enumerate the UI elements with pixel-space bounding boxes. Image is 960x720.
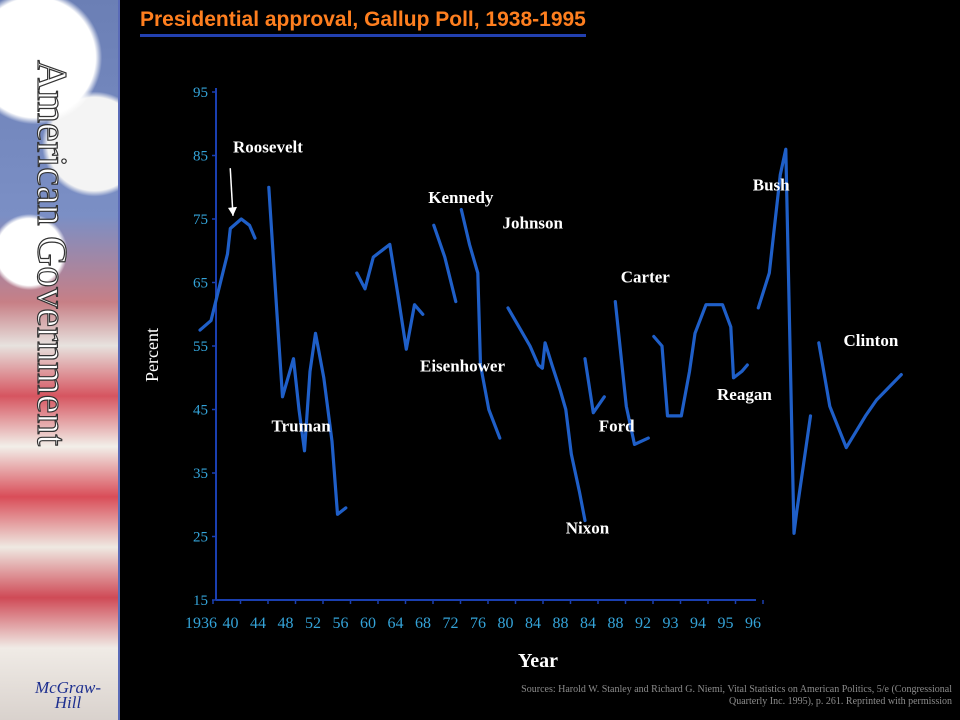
series-line-johnson — [459, 207, 502, 440]
x-tick-label: 84 — [580, 615, 596, 632]
x-tick-label: 1936 — [185, 615, 217, 632]
president-label: Truman — [272, 417, 332, 436]
page-title: Presidential approval, Gallup Poll, 1938… — [140, 6, 586, 37]
x-tick-label: 95 — [718, 615, 734, 632]
y-tick-label: 45 — [193, 403, 208, 419]
publisher-logo: McGraw- Hill — [28, 678, 108, 712]
sidebar-title: American Government — [0, 0, 118, 720]
series-line-reagan — [652, 303, 749, 418]
x-tick-label: 52 — [305, 615, 321, 632]
y-tick-label: 75 — [193, 212, 208, 228]
president-label: Roosevelt — [233, 137, 303, 156]
series-line-roosevelt — [198, 217, 257, 332]
president-label: Bush — [753, 175, 790, 194]
x-tick-label: 40 — [223, 615, 239, 632]
slide-main: 95 85 75 65 55 45 35 25 15 1936 40 44 48 52 56 60 64 68 72… — [118, 0, 960, 720]
series-line-clinton — [817, 341, 903, 450]
x-tick-label: 72 — [443, 615, 459, 632]
x-axis-title: Year — [518, 650, 558, 672]
president-label: Clinton — [844, 331, 899, 350]
series-line-bush — [756, 147, 813, 535]
series-line-eisenhower — [355, 242, 425, 351]
sidebar-title-text: American Government — [28, 60, 74, 446]
y-tick-label: 65 — [193, 276, 208, 292]
president-label: Kennedy — [428, 188, 494, 207]
y-tick-label: 55 — [193, 339, 208, 355]
x-tick-label: 92 — [635, 615, 651, 632]
series-line-ford — [583, 357, 606, 415]
y-tick-label: 95 — [193, 85, 208, 101]
series-line-carter — [613, 300, 650, 446]
y-tick-label: 15 — [193, 593, 208, 609]
publisher-line-2: Hill — [54, 693, 82, 712]
x-tick-label: 88 — [553, 615, 569, 632]
x-tick-label: 56 — [333, 615, 349, 632]
x-tick-label: 93 — [663, 615, 679, 632]
y-axis-title: Percent — [142, 328, 162, 382]
sources-note: Sources: Harold W. Stanley and Richard G… — [521, 684, 952, 707]
x-tick-label: 76 — [470, 615, 486, 632]
x-tick-label: 68 — [415, 615, 431, 632]
series-line-nixon — [506, 306, 587, 523]
y-tick-label: 35 — [193, 466, 208, 482]
series-line-truman — [267, 185, 348, 516]
y-tick-label: 85 — [193, 149, 208, 165]
x-tick-label: 64 — [388, 615, 404, 632]
president-label: Johnson — [503, 214, 564, 233]
x-tick-label: 84 — [525, 615, 541, 632]
series-line-kennedy — [432, 223, 458, 304]
publisher-line-1: McGraw- — [34, 678, 102, 697]
x-tick-label: 44 — [250, 615, 266, 632]
x-tick-label: 96 — [745, 615, 761, 632]
x-tick-label: 60 — [360, 615, 376, 632]
x-tick-label: 48 — [278, 615, 294, 632]
x-tick-label: 94 — [690, 615, 706, 632]
president-label: Ford — [599, 417, 635, 436]
x-tick-label: 80 — [498, 615, 514, 632]
president-label: Nixon — [566, 518, 610, 537]
sidebar-decoration: American Government McGraw- Hill — [0, 0, 118, 720]
x-tick-label: 88 — [608, 615, 624, 632]
y-tick-label: 25 — [193, 530, 208, 546]
approval-chart: 95 85 75 65 55 45 35 25 15 1936 40 44 48 52 56 60 64 68 72… — [142, 85, 903, 672]
arrowhead-icon — [228, 206, 237, 216]
president-label: Reagan — [717, 385, 772, 404]
president-label: Carter — [621, 268, 671, 287]
president-label: Eisenhower — [420, 356, 505, 375]
